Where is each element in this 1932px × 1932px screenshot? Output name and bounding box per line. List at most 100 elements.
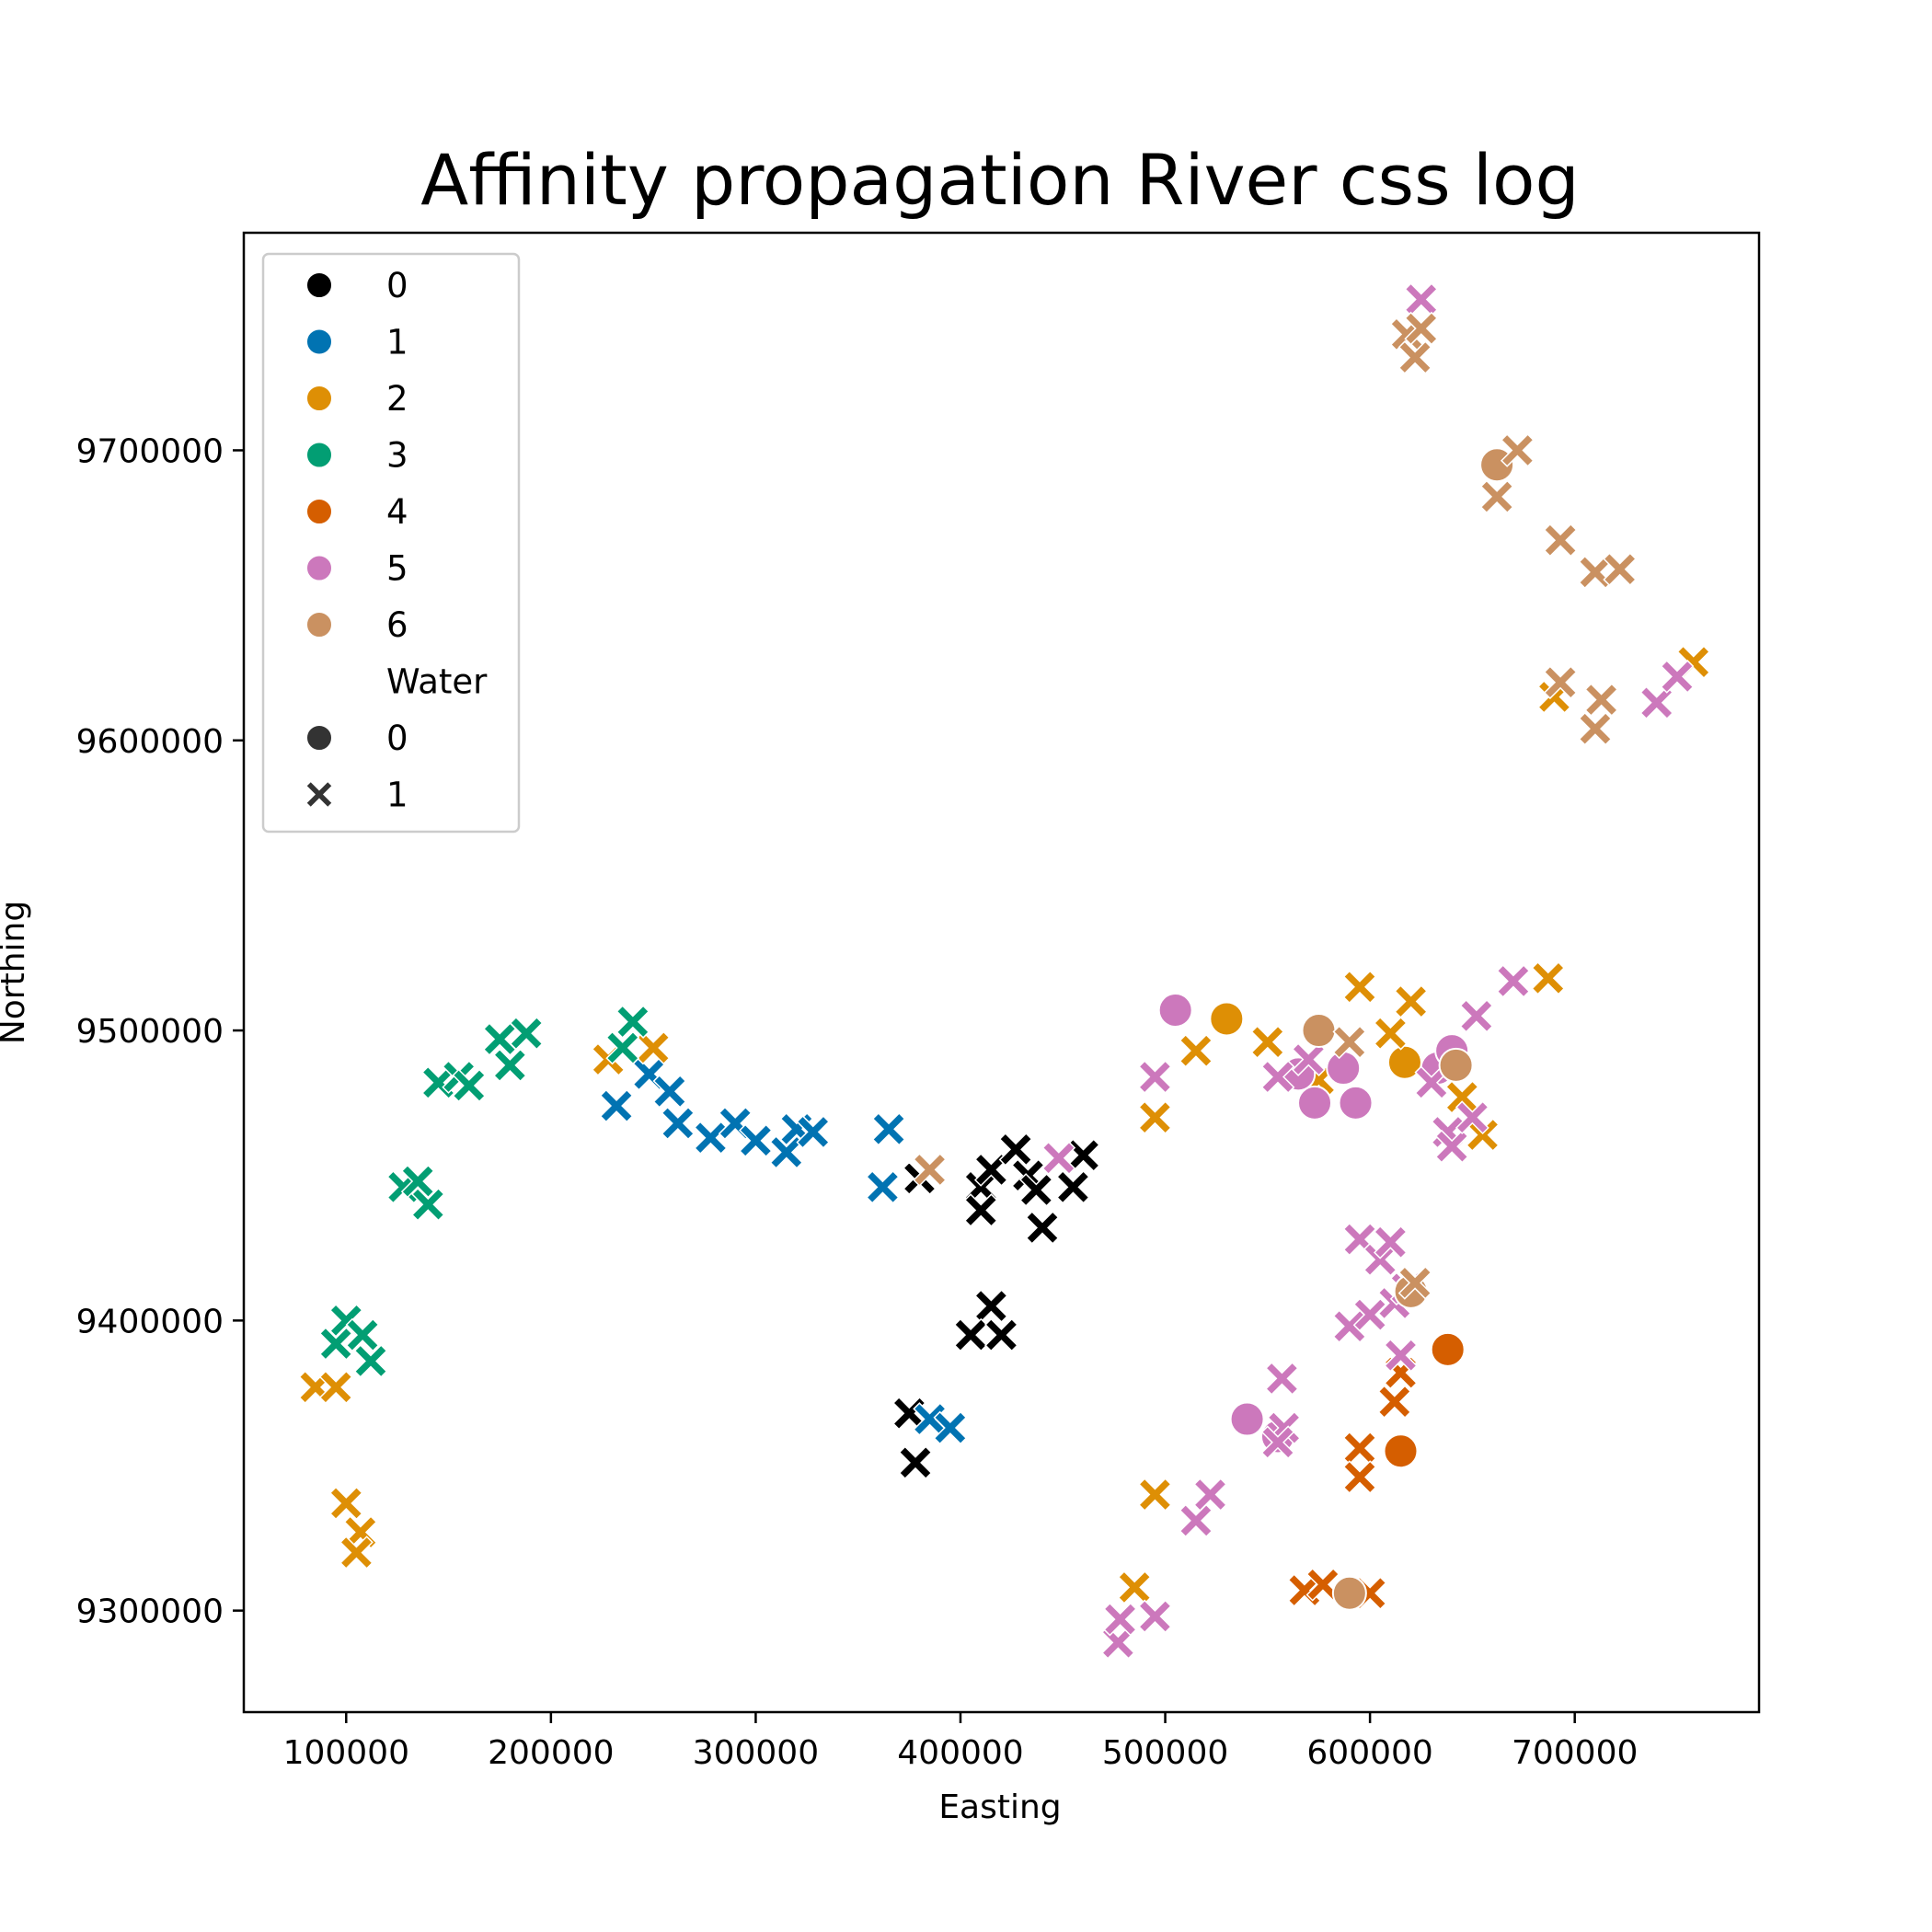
legend-label-cluster-1: 1 [386, 323, 408, 362]
data-point [984, 1317, 1018, 1352]
data-point [1331, 1575, 1367, 1611]
data-point [1342, 970, 1377, 1005]
plot-marks [298, 282, 1711, 1660]
data-point [1103, 1602, 1137, 1637]
legend-marker-cluster-6 [305, 611, 333, 638]
data-point [452, 1068, 487, 1103]
series-cluster-4-water-0 [1383, 1331, 1466, 1469]
x-tick-label: 100000 [283, 1734, 409, 1772]
data-point [328, 1486, 363, 1521]
legend-marker-cluster-1 [305, 328, 333, 356]
data-point [652, 1074, 687, 1109]
y-axis: 9300000 9400000 9500000 9600000 9700000 [76, 432, 244, 1631]
data-point [1397, 340, 1432, 374]
data-point [796, 1115, 831, 1149]
legend-label-cluster-2: 2 [386, 379, 408, 419]
data-point [898, 1445, 933, 1480]
data-point [1660, 659, 1695, 694]
data-point [866, 1169, 900, 1204]
data-point [1352, 1297, 1387, 1332]
data-point [1138, 1599, 1172, 1634]
x-tick-label: 200000 [488, 1734, 614, 1772]
legend-marker-cluster-4 [305, 498, 333, 525]
data-point [353, 1344, 388, 1378]
data-point [318, 1370, 353, 1405]
x-tick-label: 400000 [897, 1734, 1023, 1772]
data-point [1438, 1047, 1474, 1083]
data-point [318, 1327, 353, 1361]
data-point [339, 1535, 374, 1570]
data-point [1265, 1362, 1299, 1396]
y-tick-label: 9500000 [76, 1013, 224, 1051]
series-cluster-0-water-1 [891, 1132, 1100, 1480]
data-point [1326, 1051, 1362, 1087]
data-point [1297, 1085, 1333, 1121]
legend-marker-cluster-0 [305, 271, 333, 299]
data-point [1404, 282, 1439, 316]
y-tick-label: 9700000 [76, 432, 224, 470]
data-point [1138, 1060, 1172, 1094]
x-tick-label: 600000 [1306, 1734, 1432, 1772]
data-point [410, 1187, 445, 1222]
data-point [1543, 665, 1578, 700]
legend-marker-water-1 [305, 780, 334, 809]
data-point [1500, 433, 1535, 467]
data-point [963, 1193, 998, 1227]
data-point [1578, 711, 1613, 746]
data-point [1543, 523, 1578, 558]
data-point [998, 1132, 1033, 1167]
data-point [1531, 960, 1566, 995]
data-point [1639, 685, 1674, 720]
data-point [605, 1030, 640, 1065]
plot-frame [242, 231, 1761, 1714]
x-axis-label: Easting [938, 1788, 1061, 1826]
data-point [1430, 1331, 1466, 1367]
data-point [739, 1123, 773, 1158]
data-point [1394, 984, 1429, 1018]
data-point [1260, 1425, 1295, 1460]
data-point [1117, 1570, 1152, 1604]
data-point [345, 1317, 380, 1352]
series-cluster-1-water-1 [599, 1056, 968, 1445]
data-point [1397, 1265, 1432, 1300]
legend-marker-cluster-3 [305, 441, 333, 469]
data-point [1496, 964, 1531, 998]
data-point [1193, 1478, 1227, 1512]
legend-label-cluster-0: 0 [386, 266, 408, 305]
legend-label-water-1: 1 [386, 776, 408, 815]
series-cluster-6-water-1 [913, 311, 1638, 1300]
data-point [913, 1152, 948, 1187]
data-point [1055, 1169, 1090, 1204]
x-tick-label: 500000 [1102, 1734, 1228, 1772]
data-point [1332, 1309, 1367, 1344]
y-tick-label: 9600000 [76, 723, 224, 761]
legend-marker-cluster-2 [305, 385, 333, 412]
series-cluster-2-water-0 [1209, 1001, 1422, 1080]
data-point [1373, 1016, 1408, 1051]
data-point [1342, 1460, 1377, 1495]
data-point [492, 1048, 527, 1083]
legend-label-water-0: 0 [386, 719, 408, 758]
series-cluster-5-water-1 [1041, 282, 1695, 1660]
data-point [973, 1152, 1008, 1187]
data-point [400, 1164, 435, 1199]
legend-label-cluster-5: 5 [386, 549, 408, 589]
series-cluster-3-water-1 [318, 1005, 650, 1378]
x-tick-label: 300000 [693, 1734, 819, 1772]
data-point [1383, 1433, 1419, 1469]
data-point [1332, 1025, 1367, 1060]
data-point [661, 1106, 696, 1141]
data-point [1404, 311, 1439, 346]
y-axis-label: Northing [0, 901, 32, 1044]
x-axis: 100000 200000 300000 400000 500000 600000 7000… [283, 1712, 1638, 1772]
data-point [1434, 1129, 1469, 1164]
legend-marker-water-0 [305, 724, 333, 752]
data-point [1455, 1100, 1489, 1135]
legend: 0 1 2 3 4 5 6 Water 0 1 [261, 252, 521, 834]
data-point [1250, 1025, 1285, 1060]
legend-label-cluster-4: 4 [386, 492, 408, 532]
x-tick-label: 700000 [1512, 1734, 1638, 1772]
legend-marker-cluster-5 [305, 554, 333, 582]
data-point [1179, 1503, 1213, 1538]
